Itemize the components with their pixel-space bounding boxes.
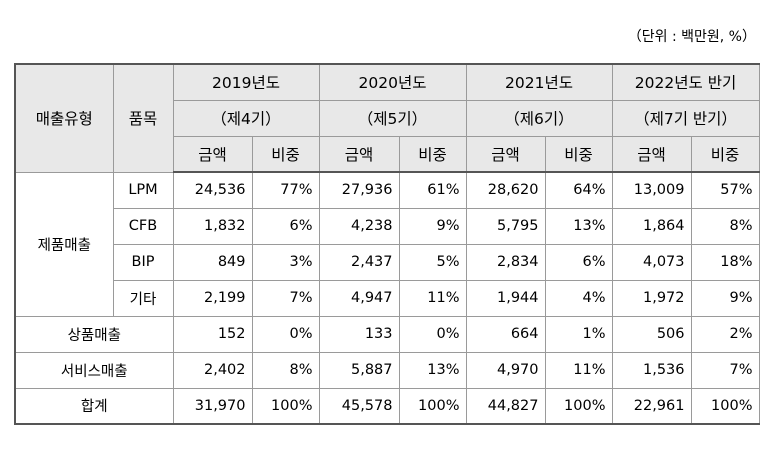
ratio-cell: 6%	[251, 207, 320, 245]
ratio-cell: 3%	[251, 243, 320, 281]
amount-cell: 13,009	[611, 171, 692, 209]
amount-cell: 1,864	[611, 207, 692, 245]
sales-table: 매출유형 품목 2019년도 2020년도 2021년도 2022년도 반기 （…	[14, 63, 760, 425]
amount-cell: 45,578	[318, 387, 400, 425]
header-ratio: 비중	[251, 135, 320, 173]
product-sales-label: 제품매출	[14, 171, 114, 317]
total-label: 합계	[14, 387, 174, 425]
ratio-cell: 100%	[544, 387, 613, 425]
header-ratio: 비중	[544, 135, 613, 173]
header-amount: 금액	[172, 135, 253, 173]
table-row: 상품매출 152 0% 133 0% 664 1% 506 2%	[14, 315, 760, 353]
ratio-cell: 9%	[690, 279, 760, 317]
ratio-cell: 61%	[398, 171, 467, 209]
ratio-cell: 5%	[398, 243, 467, 281]
header-ratio: 비중	[398, 135, 467, 173]
ratio-cell: 1%	[544, 315, 613, 353]
service-sales-label: 서비스매출	[14, 351, 174, 389]
header-item: 품목	[112, 63, 174, 173]
ratio-cell: 7%	[251, 279, 320, 317]
merch-sales-label: 상품매출	[14, 315, 174, 353]
amount-cell: 1,536	[611, 351, 692, 389]
header-year-2022: 2022년도 반기	[611, 63, 760, 101]
ratio-cell: 77%	[251, 171, 320, 209]
table-header: 매출유형 품목 2019년도 2020년도 2021년도 2022년도 반기 （…	[14, 63, 760, 173]
header-term-5: （제5기）	[318, 99, 467, 137]
header-ratio: 비중	[690, 135, 760, 173]
item-label: BIP	[112, 243, 174, 281]
header-year-2019: 2019년도	[172, 63, 320, 101]
table-row: 서비스매출 2,402 8% 5,887 13% 4,970 11% 1,536…	[14, 351, 760, 389]
amount-cell: 1,944	[465, 279, 546, 317]
ratio-cell: 11%	[398, 279, 467, 317]
header-term-6: （제6기）	[465, 99, 613, 137]
ratio-cell: 6%	[544, 243, 613, 281]
ratio-cell: 8%	[690, 207, 760, 245]
ratio-cell: 4%	[544, 279, 613, 317]
amount-cell: 506	[611, 315, 692, 353]
ratio-cell: 64%	[544, 171, 613, 209]
amount-cell: 664	[465, 315, 546, 353]
amount-cell: 1,832	[172, 207, 253, 245]
item-label: CFB	[112, 207, 174, 245]
header-amount: 금액	[318, 135, 400, 173]
amount-cell: 2,402	[172, 351, 253, 389]
header-sales-type: 매출유형	[14, 63, 114, 173]
amount-cell: 2,199	[172, 279, 253, 317]
header-year-2020: 2020년도	[318, 63, 467, 101]
ratio-cell: 13%	[398, 351, 467, 389]
amount-cell: 5,795	[465, 207, 546, 245]
item-label: LPM	[112, 171, 174, 209]
amount-cell: 31,970	[172, 387, 253, 425]
header-term-4: （제4기）	[172, 99, 320, 137]
amount-cell: 44,827	[465, 387, 546, 425]
ratio-cell: 100%	[398, 387, 467, 425]
header-year-2021: 2021년도	[465, 63, 613, 101]
ratio-cell: 13%	[544, 207, 613, 245]
header-term-7: （제7기 반기）	[611, 99, 760, 137]
amount-cell: 22,961	[611, 387, 692, 425]
amount-cell: 4,947	[318, 279, 400, 317]
ratio-cell: 8%	[251, 351, 320, 389]
amount-cell: 4,970	[465, 351, 546, 389]
amount-cell: 28,620	[465, 171, 546, 209]
ratio-cell: 2%	[690, 315, 760, 353]
total-row: 합계 31,970 100% 45,578 100% 44,827 100% 2…	[14, 387, 760, 425]
amount-cell: 4,238	[318, 207, 400, 245]
ratio-cell: 9%	[398, 207, 467, 245]
ratio-cell: 57%	[690, 171, 760, 209]
unit-note: （단위 : 백만원, %）	[627, 29, 756, 45]
amount-cell: 133	[318, 315, 400, 353]
amount-cell: 2,437	[318, 243, 400, 281]
ratio-cell: 0%	[251, 315, 320, 353]
header-amount: 금액	[611, 135, 692, 173]
table-row: 제품매출 LPM 24,536 77% 27,936 61% 28,620 64…	[14, 171, 760, 317]
ratio-cell: 0%	[398, 315, 467, 353]
item-label: 기타	[112, 279, 174, 317]
ratio-cell: 100%	[251, 387, 320, 425]
table-row: BIP 849 3% 2,437 5% 2,834 6% 4,073 18%	[15, 243, 760, 281]
ratio-cell: 7%	[690, 351, 760, 389]
amount-cell: 1,972	[611, 279, 692, 317]
header-amount: 금액	[465, 135, 546, 173]
amount-cell: 152	[172, 315, 253, 353]
amount-cell: 849	[172, 243, 253, 281]
amount-cell: 24,536	[172, 171, 253, 209]
ratio-cell: 18%	[690, 243, 760, 281]
ratio-cell: 11%	[544, 351, 613, 389]
table-row: 기타 2,199 7% 4,947 11% 1,944 4% 1,972 9%	[15, 279, 760, 317]
amount-cell: 2,834	[465, 243, 546, 281]
amount-cell: 5,887	[318, 351, 400, 389]
amount-cell: 27,936	[318, 171, 400, 209]
amount-cell: 4,073	[611, 243, 692, 281]
table-body: 제품매출 LPM 24,536 77% 27,936 61% 28,620 64…	[14, 171, 760, 425]
ratio-cell: 100%	[690, 387, 760, 425]
table-row: CFB 1,832 6% 4,238 9% 5,795 13% 1,864 8%	[15, 207, 760, 245]
